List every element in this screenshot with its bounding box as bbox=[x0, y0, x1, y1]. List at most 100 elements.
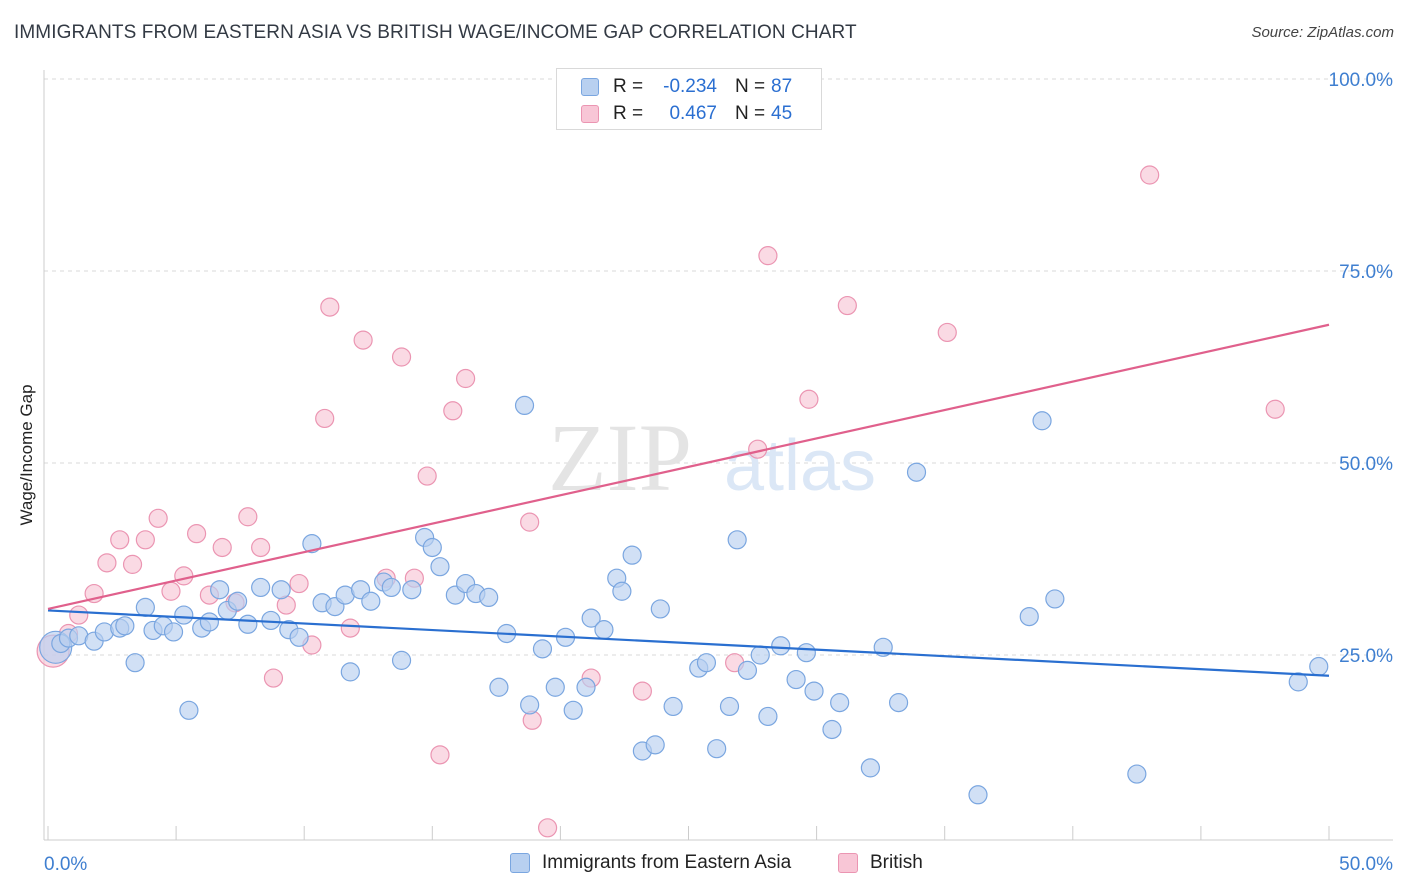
british-trendline bbox=[47, 323, 1330, 610]
british-point bbox=[122, 554, 143, 574]
british-point bbox=[520, 512, 540, 532]
eastern-asia-point bbox=[1288, 672, 1308, 692]
eastern-asia-point bbox=[707, 739, 727, 759]
eastern-asia-point bbox=[125, 653, 145, 673]
legend-label: British bbox=[870, 852, 923, 873]
eastern-asia-point bbox=[594, 620, 614, 640]
eastern-asia-point bbox=[489, 677, 509, 697]
british-point bbox=[758, 246, 778, 266]
british-point bbox=[110, 530, 130, 550]
eastern-asia-point bbox=[1032, 411, 1052, 431]
r-value: -0.234 bbox=[663, 76, 717, 97]
british-point bbox=[443, 401, 463, 421]
eastern-asia-point bbox=[422, 537, 442, 558]
eastern-asia-point bbox=[563, 700, 583, 720]
eastern-asia-point bbox=[612, 581, 632, 601]
eastern-asia-point bbox=[888, 693, 909, 713]
n-label: N = bbox=[735, 103, 766, 124]
british-point bbox=[289, 573, 309, 594]
british-point bbox=[212, 537, 232, 558]
eastern-asia-point bbox=[622, 545, 642, 565]
blue-swatch bbox=[510, 853, 530, 873]
eastern-asia-point bbox=[361, 591, 381, 611]
british-point bbox=[1265, 399, 1285, 419]
legend-row-pink: R = 0.467 N = 45 bbox=[557, 100, 821, 128]
eastern-asia-point bbox=[210, 580, 230, 600]
r-label: R = bbox=[613, 76, 644, 97]
eastern-asia-point bbox=[381, 577, 401, 598]
british-point bbox=[340, 618, 360, 638]
british-point bbox=[238, 507, 258, 527]
british-point bbox=[186, 524, 207, 544]
eastern-asia-point bbox=[302, 534, 322, 554]
british-point bbox=[353, 330, 373, 350]
eastern-asia-point bbox=[645, 735, 665, 755]
eastern-asia-point bbox=[737, 660, 758, 680]
eastern-asia-point bbox=[174, 605, 194, 625]
axes bbox=[43, 70, 1393, 841]
eastern-asia-point bbox=[251, 577, 271, 598]
pink-swatch bbox=[581, 105, 599, 123]
british-point bbox=[1140, 165, 1160, 185]
chart-title: IMMIGRANTS FROM EASTERN ASIA VS BRITISH … bbox=[14, 22, 857, 43]
british-point bbox=[174, 566, 194, 586]
eastern-asia-point bbox=[402, 580, 422, 600]
eastern-asia-point bbox=[179, 700, 199, 720]
eastern-asia-point bbox=[758, 706, 778, 727]
n-label: N = bbox=[735, 76, 766, 97]
british-point bbox=[315, 408, 335, 429]
correlation-legend: R = -0.234 N = 87 R = 0.467 N = 45 bbox=[556, 68, 822, 130]
british-point bbox=[148, 508, 168, 528]
british-point bbox=[937, 322, 957, 343]
trend-lines bbox=[47, 323, 1330, 677]
british-point bbox=[391, 347, 412, 367]
eastern-asia-point bbox=[1019, 606, 1039, 627]
eastern-asia-point bbox=[289, 627, 309, 647]
british-point bbox=[97, 553, 117, 573]
eastern-asia-point bbox=[1045, 589, 1065, 609]
gridlines bbox=[44, 78, 1393, 656]
r-label: R = bbox=[613, 103, 644, 124]
y-tick-label: 75.0% bbox=[1339, 262, 1393, 283]
eastern-asia-point bbox=[227, 591, 248, 611]
british-point bbox=[417, 466, 437, 486]
eastern-asia-point bbox=[135, 597, 155, 617]
british-point bbox=[320, 297, 340, 317]
british-point bbox=[537, 818, 558, 838]
watermark-zip: ZIP bbox=[548, 404, 692, 511]
eastern-asia-point bbox=[663, 696, 683, 717]
eastern-asia-point bbox=[822, 719, 842, 740]
eastern-asia-point bbox=[830, 693, 850, 713]
y-tick-label: 25.0% bbox=[1339, 646, 1393, 667]
eastern-asia-point bbox=[650, 599, 670, 619]
source-label: Source: ZipAtlas.com bbox=[1251, 24, 1394, 41]
eastern-asia-trendline bbox=[47, 609, 1330, 677]
eastern-asia-point bbox=[576, 677, 596, 697]
legend-label: Immigrants from Eastern Asia bbox=[542, 852, 792, 873]
eastern-asia-point bbox=[719, 696, 740, 717]
eastern-asia-point bbox=[514, 395, 535, 415]
british-point bbox=[135, 530, 155, 550]
x-tick-label: 0.0% bbox=[44, 854, 87, 875]
eastern-asia-point bbox=[750, 645, 770, 665]
eastern-asia-point bbox=[391, 650, 412, 670]
eastern-asia-point bbox=[786, 669, 806, 690]
watermark: ZIP atlas bbox=[548, 404, 876, 511]
y-tick-label: 100.0% bbox=[1329, 70, 1394, 91]
eastern-asia-point bbox=[906, 462, 927, 482]
eastern-asia-point bbox=[479, 587, 499, 608]
pink-swatch bbox=[838, 853, 858, 873]
eastern-asia-point bbox=[115, 616, 135, 636]
tick-labels: 25.0% 50.0% 75.0% 100.0% 0.0% 50.0% bbox=[44, 70, 1393, 875]
n-value: 87 bbox=[771, 76, 793, 97]
eastern-asia-point bbox=[796, 643, 816, 663]
legend-row-blue: R = -0.234 N = 87 bbox=[557, 73, 821, 101]
watermark-atlas: atlas bbox=[724, 426, 876, 506]
british-point bbox=[430, 745, 450, 765]
eastern-asia-point bbox=[804, 681, 824, 701]
eastern-asia-point bbox=[238, 614, 258, 634]
eastern-asia-point bbox=[581, 608, 601, 628]
eastern-asia-points bbox=[39, 395, 1329, 805]
british-point bbox=[632, 681, 652, 701]
